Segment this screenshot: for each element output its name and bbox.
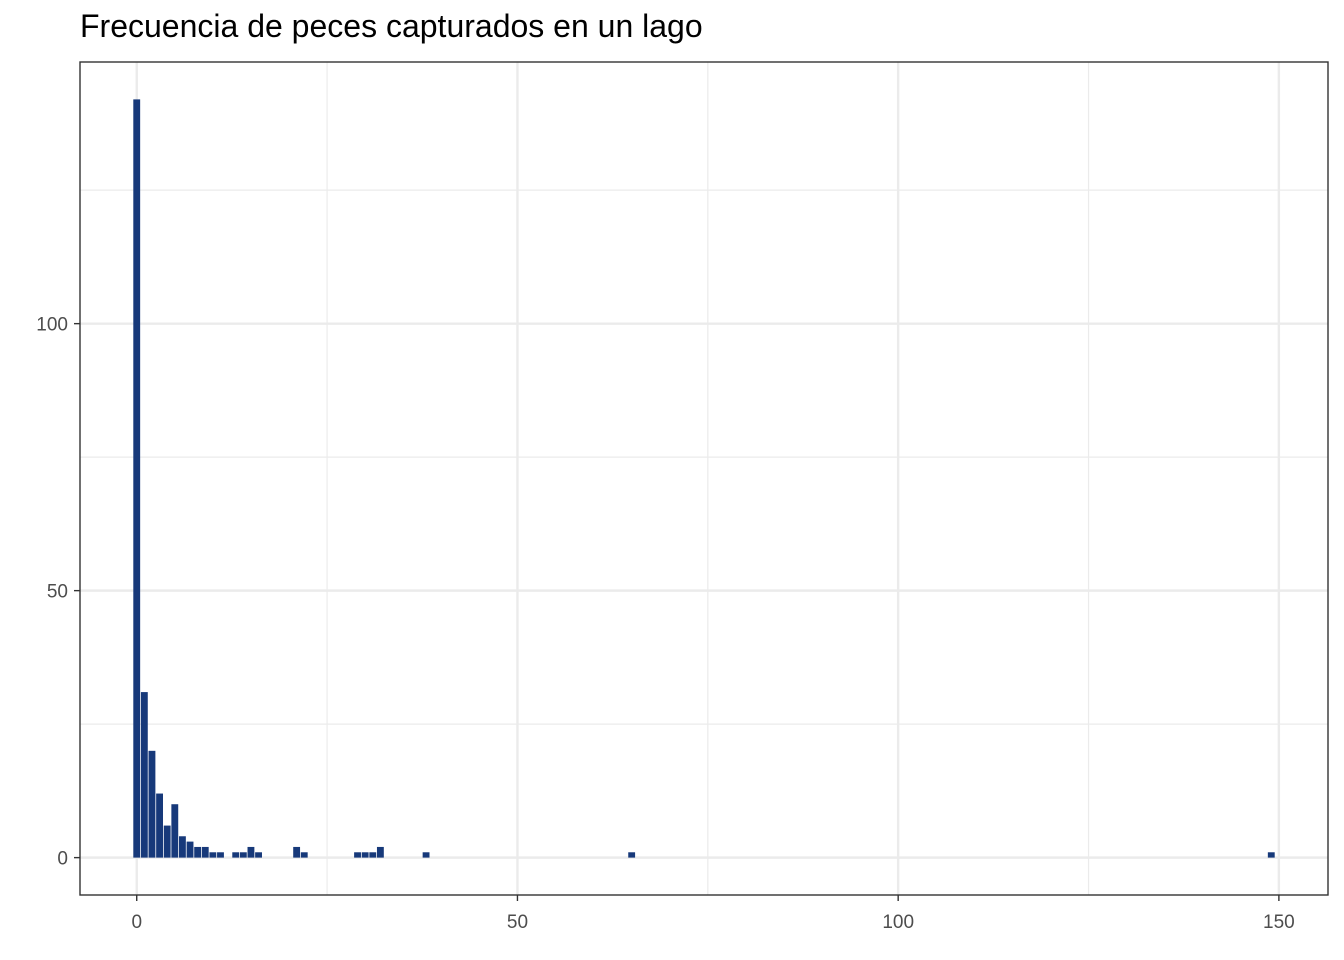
histogram-bar	[217, 852, 224, 858]
histogram-bar	[232, 852, 240, 858]
histogram-bar	[209, 852, 217, 858]
histogram-bar	[186, 841, 194, 858]
histogram-bar	[178, 836, 186, 858]
histogram-bar	[369, 852, 377, 858]
y-tick-label: 0	[57, 849, 68, 870]
x-tick-label: 50	[507, 912, 528, 933]
histogram-bar	[201, 846, 209, 858]
x-axis: 0 50 100 150	[131, 895, 1295, 933]
histogram-bar	[148, 750, 156, 858]
y-axis: 0 50 100	[36, 315, 80, 870]
histogram-bar	[376, 846, 384, 858]
histogram-bar	[247, 846, 255, 858]
x-tick-label: 0	[131, 912, 142, 933]
y-tick-label: 50	[47, 582, 68, 603]
histogram-bar	[422, 852, 430, 858]
y-tick-label: 100	[36, 315, 68, 336]
plot-border	[79, 61, 1329, 896]
histogram-bar	[354, 852, 361, 858]
histogram-bar	[194, 846, 202, 858]
minor-gridlines	[80, 62, 1328, 895]
histogram-bar	[140, 692, 148, 858]
plot-panel	[80, 62, 1328, 895]
histogram-bar	[156, 793, 163, 858]
histogram-bar	[133, 99, 141, 858]
bars	[133, 99, 1275, 858]
histogram-bar	[628, 852, 636, 858]
x-tick-label: 150	[1263, 912, 1295, 933]
histogram-bar	[1267, 852, 1275, 858]
x-tick-label: 100	[882, 912, 914, 933]
histogram-bar	[163, 825, 171, 858]
histogram-bar	[171, 804, 179, 858]
histogram-bar	[239, 852, 247, 858]
histogram-bar	[255, 852, 262, 858]
histogram-bar	[293, 846, 301, 858]
histogram-bar	[300, 852, 308, 858]
histogram-bar	[361, 852, 369, 858]
chart-title: Frecuencia de peces capturados en un lag…	[80, 8, 703, 44]
